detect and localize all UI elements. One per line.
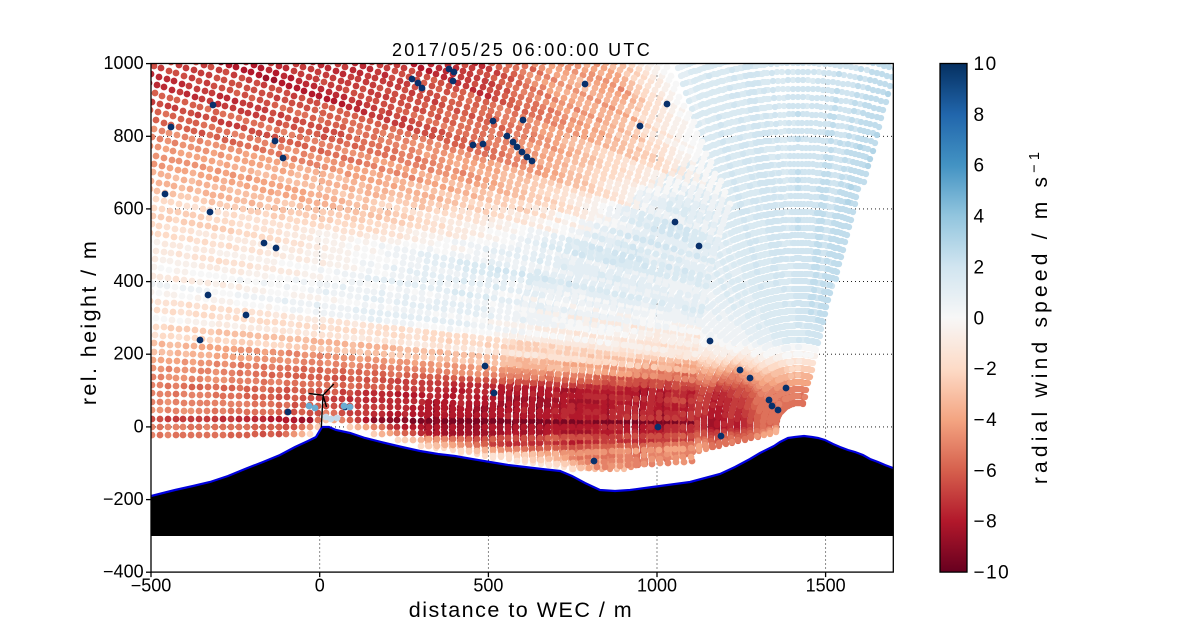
svg-text:1000: 1000	[637, 576, 677, 596]
svg-text:400: 400	[114, 271, 144, 291]
svg-text:800: 800	[114, 126, 144, 146]
svg-text:1500: 1500	[806, 576, 846, 596]
svg-text:0: 0	[974, 308, 986, 329]
svg-text:1000: 1000	[104, 53, 144, 73]
svg-text:−200: −200	[103, 489, 144, 509]
svg-text:6: 6	[974, 156, 986, 177]
svg-text:8: 8	[974, 105, 986, 126]
svg-text:−4: −4	[974, 410, 999, 431]
svg-text:−2: −2	[974, 359, 999, 380]
svg-text:0: 0	[315, 576, 325, 596]
svg-text:500: 500	[473, 576, 503, 596]
svg-text:10: 10	[974, 54, 998, 75]
svg-text:4: 4	[974, 207, 986, 228]
svg-text:−500: −500	[131, 576, 172, 596]
svg-text:−400: −400	[103, 562, 144, 582]
svg-text:200: 200	[114, 344, 144, 364]
svg-text:−8: −8	[974, 512, 999, 533]
svg-text:−6: −6	[974, 461, 999, 482]
svg-text:rel. height / m: rel. height / m	[77, 239, 101, 405]
svg-text:radial wind speed / m s−1: radial wind speed / m s−1	[1027, 148, 1052, 484]
svg-text:distance to WEC / m: distance to WEC / m	[409, 598, 633, 622]
svg-text:2: 2	[974, 257, 986, 278]
svg-text:600: 600	[114, 198, 144, 218]
svg-text:2017/05/25 06:00:00 UTC: 2017/05/25 06:00:00 UTC	[392, 40, 652, 60]
svg-text:−10: −10	[974, 563, 1011, 584]
svg-text:0: 0	[134, 416, 144, 436]
